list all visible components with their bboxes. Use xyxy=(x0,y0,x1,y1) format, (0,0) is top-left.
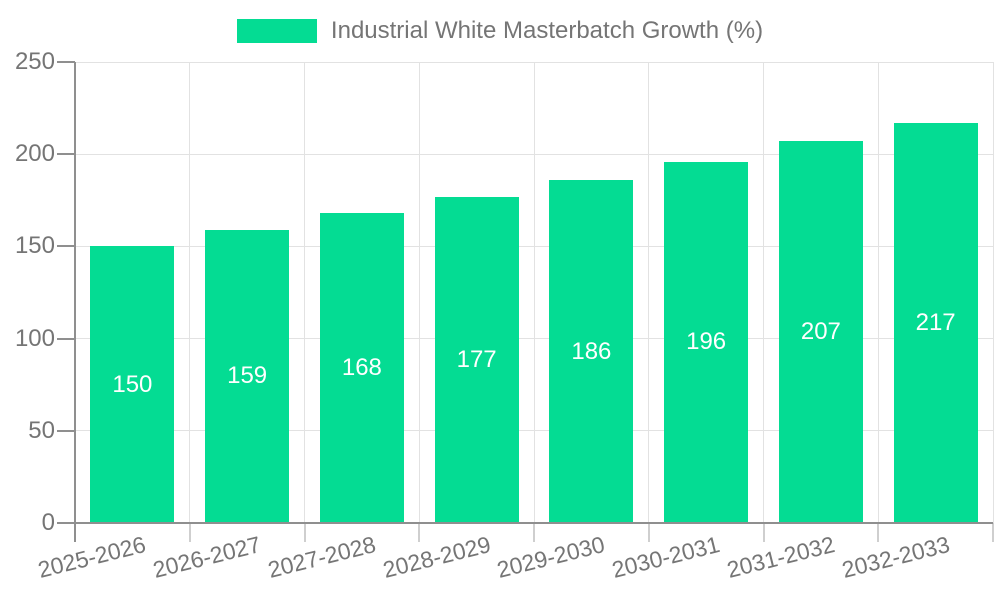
y-tick-label: 200 xyxy=(14,140,55,168)
bar[interactable]: 217 xyxy=(893,122,978,523)
x-gridline xyxy=(992,62,994,523)
bar-value-label: 207 xyxy=(800,318,841,346)
bar[interactable]: 196 xyxy=(664,161,749,523)
bar-value-label: 168 xyxy=(341,354,382,382)
x-tick xyxy=(992,523,994,542)
bar[interactable]: 177 xyxy=(434,196,519,523)
bar-value-label: 150 xyxy=(112,370,153,398)
bar[interactable]: 168 xyxy=(319,213,404,523)
legend[interactable]: Industrial White Masterbatch Growth (%) xyxy=(0,17,1000,45)
x-tick xyxy=(533,523,535,542)
x-gridline xyxy=(189,62,191,523)
y-axis-line xyxy=(74,62,76,542)
legend-swatch-icon xyxy=(236,19,317,43)
bar-value-label: 217 xyxy=(915,308,956,336)
x-gridline xyxy=(877,62,879,523)
x-gridline xyxy=(648,62,650,523)
legend-label: Industrial White Masterbatch Growth (%) xyxy=(330,17,764,44)
x-tick xyxy=(877,523,880,542)
y-tick xyxy=(57,429,75,432)
x-tick xyxy=(188,523,191,542)
y-tick-label: 100 xyxy=(14,324,55,352)
bar[interactable]: 207 xyxy=(778,141,863,523)
bar[interactable]: 186 xyxy=(549,180,634,523)
x-gridline xyxy=(763,62,764,523)
bar-value-label: 186 xyxy=(571,337,612,365)
bar[interactable]: 150 xyxy=(90,246,175,523)
y-tick-label: 250 xyxy=(14,48,55,75)
x-gridline xyxy=(304,62,305,523)
x-gridline xyxy=(418,62,420,523)
x-tick xyxy=(762,523,765,542)
y-tick xyxy=(57,61,75,63)
x-tick xyxy=(647,523,650,542)
x-tick xyxy=(303,523,306,542)
y-tick-label: 50 xyxy=(28,416,55,444)
bar[interactable]: 159 xyxy=(205,229,290,523)
y-tick xyxy=(57,153,75,156)
y-tick-label: 150 xyxy=(14,232,55,260)
bar-value-label: 177 xyxy=(456,345,497,373)
y-tick xyxy=(57,245,75,248)
bar-value-label: 159 xyxy=(227,362,268,390)
x-axis-line xyxy=(57,522,993,524)
y-tick xyxy=(57,337,75,340)
x-tick xyxy=(418,523,421,542)
y-tick-label: 0 xyxy=(41,509,55,536)
x-gridline xyxy=(533,62,535,523)
bar-value-label: 196 xyxy=(686,328,727,356)
